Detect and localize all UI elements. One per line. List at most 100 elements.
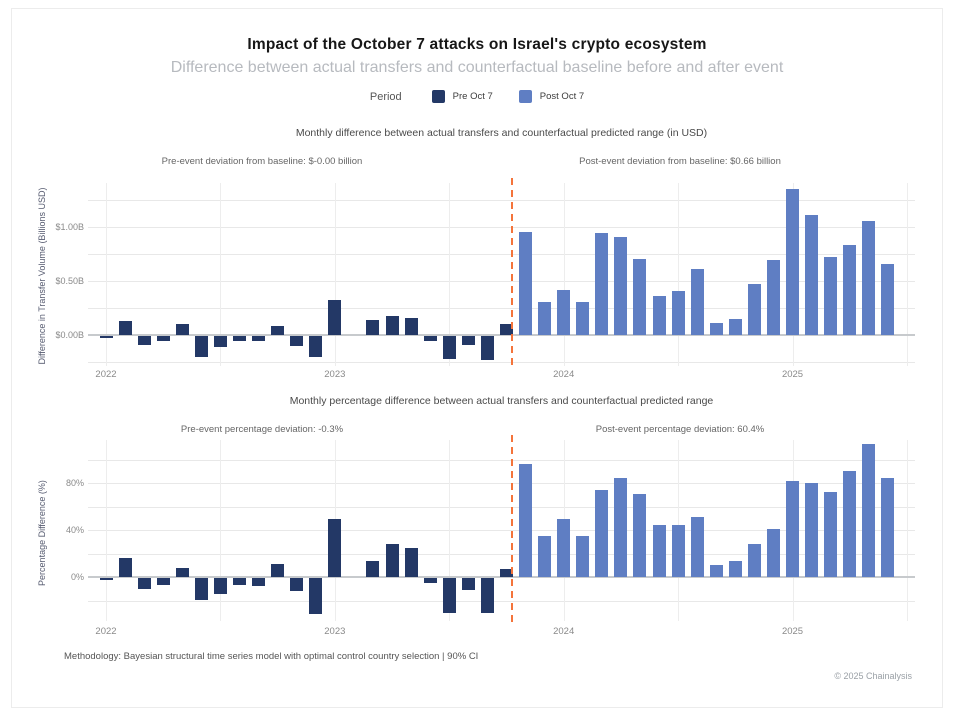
zero-axis-line — [88, 576, 915, 578]
bar-post-oct7 — [786, 480, 800, 577]
bar-pre-oct7 — [366, 319, 380, 335]
x-gridline — [678, 183, 680, 366]
x-gridline — [906, 440, 908, 621]
bar-pre-oct7 — [118, 558, 132, 577]
bar-pre-oct7 — [232, 336, 246, 342]
x-gridline — [220, 440, 222, 621]
legend-title: Period — [369, 90, 402, 103]
bar-post-oct7 — [595, 490, 609, 577]
y-gridline — [88, 600, 915, 602]
bar-post-oct7 — [805, 215, 819, 335]
chart2-post-annotation: Post-event percentage deviation: 60.4% — [595, 424, 765, 435]
bar-post-oct7 — [786, 189, 800, 335]
bar-pre-oct7 — [290, 578, 304, 591]
x-gridline — [792, 440, 794, 621]
legend: Period Pre Oct 7 Post Oct 7 — [0, 90, 954, 103]
bar-post-oct7 — [576, 301, 590, 335]
bar-pre-oct7 — [423, 578, 437, 583]
bar-pre-oct7 — [423, 336, 437, 342]
bar-post-oct7 — [824, 257, 838, 335]
event-date-line — [511, 435, 514, 625]
bar-pre-oct7 — [213, 336, 227, 347]
bar-post-oct7 — [633, 493, 647, 577]
bar-post-oct7 — [728, 560, 742, 577]
methodology-note: Methodology: Bayesian structural time se… — [64, 651, 479, 662]
bar-pre-oct7 — [309, 336, 323, 357]
x-tick-label: 2023 — [324, 369, 346, 380]
x-tick-label: 2023 — [324, 626, 346, 637]
bar-post-oct7 — [709, 565, 723, 577]
x-gridline — [334, 183, 336, 366]
x-tick-label: 2022 — [95, 369, 117, 380]
bar-pre-oct7 — [499, 324, 513, 335]
y-gridline — [88, 227, 915, 228]
bar-pre-oct7 — [309, 578, 323, 615]
bar-pre-oct7 — [271, 564, 285, 577]
bar-post-oct7 — [690, 517, 704, 577]
y-gridline — [88, 553, 915, 555]
bar-pre-oct7 — [480, 578, 494, 614]
legend-item-pre-label: Pre Oct 7 — [452, 91, 493, 102]
x-gridline — [792, 183, 794, 366]
bar-pre-oct7 — [252, 578, 266, 587]
bar-pre-oct7 — [442, 336, 456, 359]
bar-pre-oct7 — [499, 568, 513, 577]
bar-post-oct7 — [862, 444, 876, 577]
x-tick-label: 2022 — [95, 626, 117, 637]
bar-pre-oct7 — [232, 578, 246, 586]
bar-post-oct7 — [881, 478, 895, 577]
bar-pre-oct7 — [290, 336, 304, 346]
chart2-y-axis-title: Percentage Difference (%) — [37, 480, 47, 586]
y-gridline — [88, 530, 915, 531]
bar-post-oct7 — [862, 220, 876, 335]
bar-post-oct7 — [824, 492, 838, 577]
bar-pre-oct7 — [404, 317, 418, 335]
x-gridline — [334, 440, 336, 621]
x-gridline — [449, 440, 451, 621]
bar-post-oct7 — [538, 301, 552, 335]
bar-pre-oct7 — [480, 336, 494, 360]
page-subtitle: Difference between actual transfers and … — [170, 59, 784, 76]
bar-post-oct7 — [538, 535, 552, 577]
bar-post-oct7 — [652, 525, 666, 577]
x-gridline — [678, 440, 680, 621]
bar-post-oct7 — [766, 528, 780, 577]
bar-pre-oct7 — [175, 567, 189, 577]
bar-post-oct7 — [709, 323, 723, 335]
legend-item-post-oct7: Post Oct 7 — [518, 90, 584, 103]
bar-post-oct7 — [614, 236, 628, 335]
bar-pre-oct7 — [385, 315, 399, 335]
bar-post-oct7 — [519, 464, 533, 577]
bar-pre-oct7 — [99, 336, 113, 339]
bar-pre-oct7 — [156, 336, 170, 342]
bar-pre-oct7 — [118, 320, 132, 335]
chart2-pre-annotation: Pre-event percentage deviation: -0.3% — [180, 424, 344, 435]
page-title: Impact of the October 7 attacks on Israe… — [247, 36, 707, 53]
y-gridline — [88, 362, 915, 363]
post-oct7-swatch-icon — [518, 90, 532, 103]
zero-axis-line — [88, 334, 915, 336]
bar-pre-oct7 — [271, 326, 285, 335]
bar-pre-oct7 — [461, 578, 475, 590]
x-gridline — [563, 440, 565, 621]
bar-post-oct7 — [595, 233, 609, 335]
y-gridline — [88, 483, 915, 484]
y-gridline — [88, 506, 915, 508]
bar-post-oct7 — [633, 259, 647, 335]
x-gridline — [563, 183, 565, 366]
y-gridline — [88, 200, 915, 201]
bar-pre-oct7 — [404, 547, 418, 577]
bar-post-oct7 — [557, 289, 571, 335]
y-gridline — [88, 308, 915, 309]
bar-pre-oct7 — [328, 300, 342, 335]
bar-post-oct7 — [881, 263, 895, 335]
bar-post-oct7 — [766, 260, 780, 335]
pre-oct7-swatch-icon — [431, 90, 445, 103]
chart1-title: Monthly difference between actual transf… — [295, 127, 708, 139]
x-tick-label: 2025 — [781, 369, 804, 380]
y-gridline — [88, 281, 915, 282]
bar-pre-oct7 — [252, 336, 266, 342]
